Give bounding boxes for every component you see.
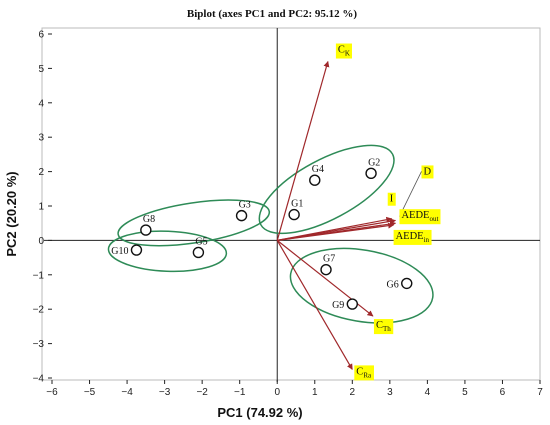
variable-label-text: D	[423, 166, 431, 177]
observation-point	[401, 277, 413, 290]
y-axis-title: PC2 (20.20 %)	[4, 171, 19, 256]
cluster-ellipse	[107, 230, 228, 273]
variable-labels: CK I D AEDEout AEDEin CTh CRa	[335, 43, 441, 381]
y-tick-label: −4	[33, 374, 45, 385]
y-tick-label: −3	[33, 339, 45, 350]
variable-label-subscript: out	[429, 215, 438, 223]
variable-label: CRa	[354, 365, 374, 381]
x-tick-label: 2	[350, 387, 356, 398]
variable-label-highlight	[354, 365, 374, 381]
variable-label-subscript: in	[424, 236, 430, 244]
variable-label: D	[399, 165, 434, 217]
x-tick-label: 4	[425, 387, 431, 398]
observation-point	[235, 209, 248, 222]
variable-label: AEDEin	[393, 229, 432, 245]
axes-layer: −6 −5 −4 −3 −2 −1 0 1 2 3 4 5 6 7 6 5 4 3 2 1 0 −1 −2 −3 −4	[33, 28, 543, 398]
observation-point	[192, 246, 205, 259]
observation-point	[130, 244, 143, 256]
observation-label: G8	[143, 214, 155, 225]
observation-label: G9	[332, 300, 344, 311]
variable-label: CTh	[373, 319, 394, 335]
observation-point	[346, 298, 359, 310]
variable-vector	[277, 222, 395, 241]
y-tick-label: −1	[33, 270, 45, 281]
cluster-ellipse	[289, 247, 434, 324]
variable-vector	[276, 60, 330, 241]
observation-label: G3	[239, 200, 251, 211]
observation-point	[288, 208, 300, 221]
variable-label-leader	[399, 171, 422, 217]
variable-label-highlight	[421, 165, 434, 179]
x-tick-label: −2	[196, 387, 208, 398]
observation-label: G7	[323, 254, 335, 265]
observation-point	[320, 263, 332, 276]
x-tick-label: 5	[462, 387, 468, 398]
x-axis-title: PC1 (74.92 %)	[217, 405, 302, 420]
variable-label-subscript: K	[345, 50, 350, 58]
cluster-ellipses	[107, 144, 434, 324]
x-tick-label: 1	[312, 387, 318, 398]
observation-label: G1	[291, 199, 303, 210]
variable-label-highlight	[373, 319, 394, 335]
observation-label: G2	[368, 157, 380, 168]
x-tick-label: 0	[274, 387, 280, 398]
observation-point	[309, 174, 321, 186]
y-tick-label: 2	[38, 167, 44, 178]
y-tick-label: 5	[38, 64, 44, 75]
x-tick-label: 3	[387, 387, 393, 398]
chart-title: Biplot (axes PC1 and PC2: 95.12 %)	[187, 8, 358, 20]
observation-label: G5	[195, 236, 207, 247]
x-tick-label: −4	[121, 387, 133, 398]
plot-frame	[41, 27, 541, 381]
variable-label-highlight	[399, 209, 441, 225]
y-tick-label: 6	[38, 30, 44, 41]
variable-label-subscript: Th	[383, 325, 391, 333]
x-tick-label: −1	[234, 387, 246, 398]
y-tick-label: 0	[38, 236, 44, 247]
variable-label-text: I	[390, 194, 394, 205]
observation-label: G4	[312, 164, 324, 175]
variable-label-highlight	[387, 192, 396, 206]
variable-label: AEDEout	[399, 209, 441, 225]
variable-label-highlight	[335, 43, 352, 59]
variable-vectors	[276, 60, 397, 370]
observation-point	[365, 167, 377, 180]
observation-points: G1 G2 G3 G4 G5 G6 G7 G8 G9 G10	[111, 157, 413, 311]
variable-vector	[276, 240, 353, 370]
variable-label-highlight	[393, 229, 432, 245]
x-tick-label: −5	[84, 387, 96, 398]
y-tick-label: 4	[38, 98, 44, 109]
cluster-ellipse	[258, 144, 395, 235]
x-tick-label: 6	[500, 387, 506, 398]
x-tick-label: −6	[46, 387, 58, 398]
variable-vector	[276, 239, 374, 317]
variable-label-text: AEDEout	[401, 210, 438, 223]
y-tick-label: 3	[38, 133, 44, 144]
variable-label: CK	[335, 43, 352, 59]
observation-point	[140, 224, 152, 236]
y-tick-label: 1	[38, 202, 44, 213]
x-tick-label: −3	[159, 387, 171, 398]
observation-label: G6	[387, 279, 399, 290]
variable-label: I	[387, 192, 396, 206]
cluster-ellipse	[117, 199, 271, 247]
y-tick-label: −2	[33, 305, 45, 316]
x-tick-label: 7	[537, 387, 543, 398]
variable-label-text: AEDEin	[396, 231, 430, 244]
observation-label: G10	[111, 246, 128, 257]
variable-label-subscript: Ra	[363, 371, 372, 379]
